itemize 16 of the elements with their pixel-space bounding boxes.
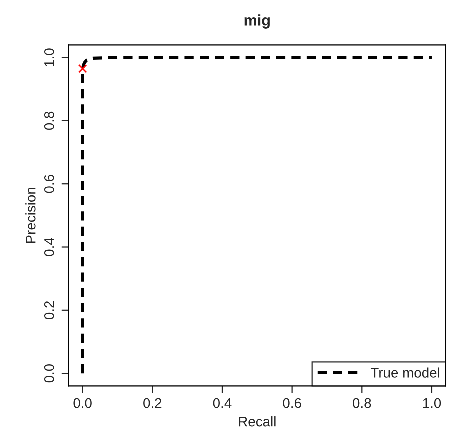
x-tick-label: 0.8 — [353, 398, 372, 408]
x-tick-label: 0.6 — [283, 398, 302, 408]
x-axis-title: Recall — [239, 416, 276, 427]
y-tick-label: 0.2 — [44, 301, 54, 320]
y-tick-label: 0.4 — [44, 238, 54, 256]
x-tick-label: 0.2 — [144, 398, 162, 408]
y-tick-label: 0.6 — [44, 175, 54, 194]
legend-label: True model — [370, 368, 440, 378]
y-axis-title: Precision — [26, 188, 36, 244]
x-tick-label: 0.4 — [213, 398, 232, 408]
y-tick-label: 0.8 — [44, 112, 54, 130]
x-tick-label: 1.0 — [423, 398, 442, 408]
y-tick-label: 0.0 — [44, 364, 54, 383]
x-tick-label: 0.0 — [74, 398, 92, 408]
y-tick-label: 1.0 — [44, 48, 54, 66]
chart-title: mig — [244, 14, 270, 29]
